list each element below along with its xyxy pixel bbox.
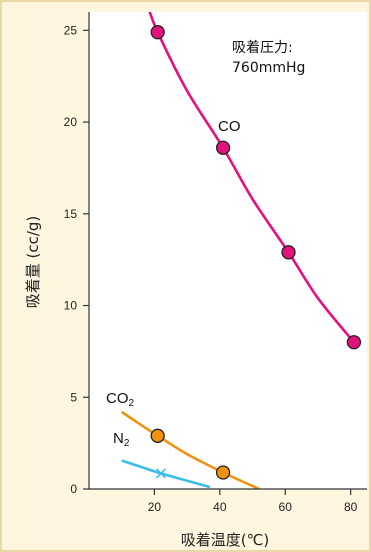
annotation-line-2: 760mmHg xyxy=(232,60,305,76)
y-axis-title: 吸着量 (cc/g) xyxy=(24,216,42,309)
data-point-co2 xyxy=(215,465,231,480)
x-tick-label: 80 xyxy=(344,500,358,514)
data-point-co2 xyxy=(150,428,165,443)
y-tick-label: 25 xyxy=(64,23,78,37)
x-tick-label: 20 xyxy=(148,500,162,514)
series-label-co: CO xyxy=(218,118,241,135)
data-point-co xyxy=(281,245,296,260)
y-tick-label: 15 xyxy=(64,207,78,221)
x-tick-label: 60 xyxy=(279,500,293,514)
series-label-n2: N2 xyxy=(113,430,130,449)
y-tick-label: 10 xyxy=(64,299,78,313)
y-tick-label: 20 xyxy=(64,115,78,129)
series-label-co2: CO2 xyxy=(106,390,135,409)
data-point-co xyxy=(346,335,362,350)
y-tick-label: 5 xyxy=(70,390,77,404)
data-point-co xyxy=(150,25,165,40)
x-tick-label: 40 xyxy=(213,500,227,514)
data-point-co xyxy=(215,140,231,155)
x-axis-title: 吸着温度(℃) xyxy=(181,531,270,549)
data-point-n2 xyxy=(155,468,167,479)
annotation-line-1: 吸着圧力: xyxy=(232,40,293,56)
y-tick-label: 0 xyxy=(70,482,77,496)
plot-area xyxy=(89,12,367,489)
